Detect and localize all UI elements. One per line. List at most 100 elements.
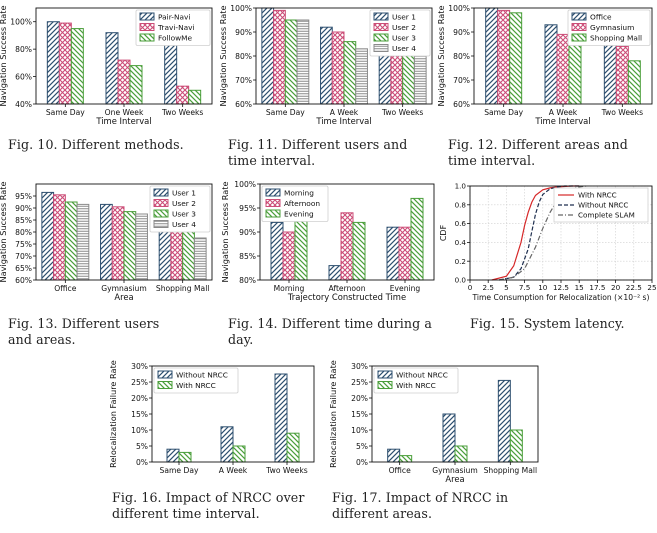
bar-fig14-s2-c0	[294, 212, 308, 281]
x-axis-label: Time Interval	[95, 116, 151, 126]
y-tick-label: 0.6	[455, 219, 467, 228]
x-axis-label: Time Consumption for Relocalization (×10…	[472, 293, 650, 302]
bar-fig10-s1-c1	[117, 59, 131, 105]
y-axis-label: Relocalization Failure Rate	[108, 360, 118, 468]
y-tick-label: 80%	[15, 45, 32, 54]
caption-fig14: Fig. 14. Different time during a day.	[228, 316, 433, 347]
legend-label: Pair-Navi	[158, 13, 190, 22]
bar-fig11-s0-c1	[320, 26, 333, 105]
caption-fig11: Fig. 11. Different users and time interv…	[228, 137, 408, 168]
bar-fig12-s1-c1	[556, 33, 570, 105]
legend-swatch	[153, 199, 169, 207]
x-tick-label: Same Day	[46, 108, 85, 117]
bar-fig13-s3-c0	[76, 203, 90, 281]
bar-fig12-s0-c1	[544, 24, 558, 105]
y-tick-label: 25%	[131, 378, 148, 387]
bar-fig10-s2-c0	[70, 28, 84, 105]
bar-fig10-s0-c1	[105, 32, 119, 105]
y-tick-label: 75%	[15, 240, 32, 249]
bar-fig11-s1-c0	[273, 9, 286, 105]
y-tick-label: 60%	[15, 276, 32, 285]
bar-fig11-s3-c1	[355, 48, 368, 105]
legend-swatch	[157, 370, 173, 379]
y-axis-label: Navigation Success Rate	[218, 5, 228, 106]
y-tick-label: 10%	[351, 426, 368, 435]
y-tick-label: 80%	[239, 276, 256, 285]
legend-swatch	[377, 381, 393, 389]
y-tick-label: 70%	[453, 76, 470, 85]
legend-label: Gymnasium	[590, 23, 634, 32]
legend-swatch	[373, 33, 389, 42]
legend-label: Without NRCC	[176, 371, 228, 380]
bar-fig17-s0-c0	[387, 448, 401, 463]
y-tick-label: 30%	[131, 362, 148, 371]
bar-fig13-s1-c0	[53, 194, 66, 281]
x-tick-label: Gymnasium	[432, 466, 478, 475]
bar-fig16-s0-c1	[220, 426, 234, 463]
y-tick-label: 20%	[351, 394, 368, 403]
chart-fig14: 80%85%90%95%100%Morning Afternoon EveningT…	[220, 180, 435, 302]
y-tick-label: 0.8	[455, 200, 467, 209]
legend-label: Travi-Navi	[157, 23, 195, 32]
chart-fig16: 0% 5% 10% 15% 20% 25% 30% Same Day A Week Two Wee…	[108, 360, 315, 475]
bar-fig11-s1-c2	[390, 48, 404, 105]
bar-fig10-s2-c2	[188, 89, 202, 105]
legend-swatch	[265, 188, 281, 197]
x-tick-label: Evening	[390, 284, 421, 293]
legend-label: FollowMe	[158, 34, 193, 43]
x-tick-label: Two Weeks	[381, 108, 423, 117]
x-tick-label: 20	[611, 283, 621, 292]
legend-label: User 1	[392, 13, 416, 22]
y-tick-label: 100%	[234, 180, 256, 189]
bar-fig11-s2-c0	[284, 19, 298, 105]
legend-swatch	[139, 12, 155, 21]
x-tick-label: Same Day	[484, 108, 523, 117]
x-tick-label: Two Weeks	[265, 466, 307, 475]
y-axis-label: Navigation Success Rate	[0, 181, 8, 282]
bar-fig14-s1-c1	[340, 212, 354, 281]
bar-fig13-s3-c2	[193, 237, 207, 281]
bar-fig12-s2-c1	[568, 43, 582, 105]
legend-box	[567, 9, 651, 46]
x-tick-label: 12.5	[553, 283, 569, 292]
bar-fig12-s1-c2	[615, 45, 629, 105]
y-tick-label: 100%	[448, 4, 470, 13]
caption-fig15: Fig. 15. System latency.	[470, 316, 625, 331]
bar-fig14-s1-c0	[282, 231, 296, 281]
chart-fig15: 0.0 0.2 0.4 0.6 0.8 1.0 0 2.5 5 7.5 10 12.5 15 17.5 20…	[439, 182, 657, 302]
legend-swatch	[153, 220, 169, 228]
legend-swatch	[377, 370, 393, 379]
legend-label: Morning	[284, 189, 314, 198]
x-tick-label: Same Day	[266, 108, 305, 117]
y-tick-label: 30%	[351, 362, 368, 371]
caption-fig12: Fig. 12. Different areas and time interv…	[448, 137, 628, 168]
bar-fig11-s1-c1	[331, 31, 345, 105]
y-tick-label: 70%	[15, 252, 32, 261]
y-axis-label: Navigation Success Rate	[220, 181, 230, 282]
y-axis-label: Relocalization Failure Rate	[328, 360, 338, 468]
legend-label: With NRCC	[396, 381, 436, 390]
legend-swatch	[265, 209, 281, 218]
y-tick-label: 80%	[235, 52, 252, 61]
y-tick-label: 90%	[453, 28, 470, 37]
legend-label: User 2	[172, 199, 196, 208]
legend-label: With NRCC	[578, 191, 617, 200]
y-tick-label: 20%	[131, 394, 148, 403]
x-tick-label: 5	[504, 283, 509, 292]
x-tick-label: Two Weeks	[601, 108, 643, 117]
x-tick-label: One Week	[105, 108, 144, 117]
x-tick-label: A Week	[549, 108, 578, 117]
x-axis-label: Area	[445, 474, 464, 484]
x-tick-label: Same Day	[160, 466, 199, 475]
bar-fig16-s1-c0	[178, 451, 192, 463]
x-tick-label: 7.5	[519, 283, 530, 292]
y-axis-label: Navigation Success Rate	[436, 5, 446, 106]
legend-label: User 4	[172, 220, 196, 229]
y-tick-label: 5%	[136, 442, 148, 451]
bar-fig17-s1-c0	[399, 455, 413, 463]
x-tick-label: Gymnasium	[101, 284, 147, 293]
chart-fig11: 60% 70% 80% 90% 100% Same Day A Week Two Weeks T…	[218, 4, 433, 126]
legend-label: User 3	[172, 210, 196, 219]
y-tick-label: 95%	[15, 192, 32, 201]
